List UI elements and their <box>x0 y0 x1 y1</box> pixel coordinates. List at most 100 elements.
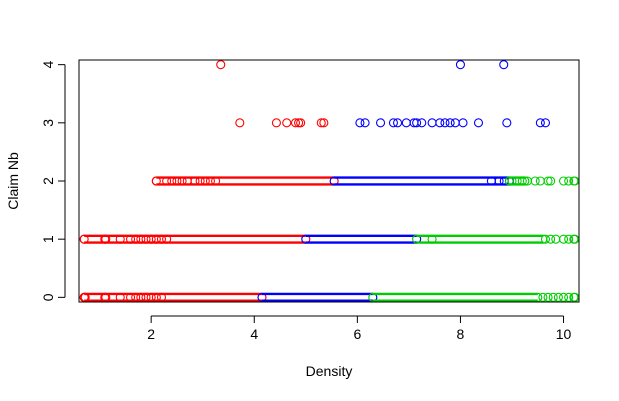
data-point <box>548 292 558 302</box>
data-point <box>131 292 141 302</box>
data-point <box>131 234 141 244</box>
data-point <box>146 234 156 244</box>
y-tick-label: 0 <box>40 293 56 301</box>
data-point <box>564 176 574 186</box>
data-point <box>141 234 151 244</box>
data-point <box>211 176 221 186</box>
data-point <box>101 292 111 302</box>
data-point <box>271 118 281 128</box>
data-point <box>564 292 574 302</box>
data-point <box>375 118 386 128</box>
data-point <box>282 118 292 128</box>
data-point <box>319 118 329 128</box>
data-point <box>156 292 167 302</box>
data-point <box>412 118 422 128</box>
x-tick-label: 4 <box>250 326 258 342</box>
data-point <box>151 234 161 244</box>
data-point <box>156 234 167 244</box>
data-point <box>427 234 437 244</box>
data-point <box>494 176 504 186</box>
data-point <box>473 118 484 128</box>
y-tick-label: 1 <box>40 235 56 243</box>
data-point <box>553 292 563 302</box>
data-point <box>540 234 551 244</box>
data-point <box>115 292 125 302</box>
data-point <box>502 118 512 128</box>
data-point <box>543 176 553 186</box>
x-tick-label: 2 <box>147 326 155 342</box>
data-point <box>136 234 146 244</box>
data-point <box>216 60 226 70</box>
y-tick-label: 3 <box>40 119 56 127</box>
data-point <box>558 234 569 244</box>
data-point <box>388 118 398 128</box>
data-point <box>141 292 151 302</box>
data-point <box>101 234 111 244</box>
data-point <box>235 118 245 128</box>
data-point <box>546 234 556 244</box>
data-point <box>499 60 509 70</box>
data-point <box>200 176 210 186</box>
x-axis: 2 4 6 8 10 <box>147 315 572 342</box>
data-point <box>79 234 89 244</box>
data-point <box>543 292 553 302</box>
data-point <box>151 292 161 302</box>
series-3 <box>368 176 580 302</box>
data-point <box>290 118 301 128</box>
data-point <box>167 176 177 186</box>
data-point <box>360 118 370 128</box>
data-point <box>538 292 548 302</box>
data-point <box>558 292 569 302</box>
x-tick-label: 6 <box>353 326 361 342</box>
data-point <box>136 292 146 302</box>
data-point <box>316 118 326 128</box>
data-point <box>125 292 136 302</box>
y-axis: 0 1 2 3 4 <box>40 61 66 301</box>
data-point <box>190 176 200 186</box>
point-band <box>301 234 422 244</box>
data-point <box>205 176 215 186</box>
y-tick-label: 4 <box>40 61 56 69</box>
data-point <box>195 176 205 186</box>
y-tick-label: 2 <box>40 177 56 185</box>
data-point <box>172 176 182 186</box>
data-point <box>564 234 574 244</box>
point-band <box>257 292 378 302</box>
x-tick-label: 10 <box>556 326 572 342</box>
data-point <box>440 118 450 128</box>
data-point <box>507 176 517 186</box>
x-axis-label: Density <box>306 363 353 379</box>
data-point <box>535 118 545 128</box>
data-point <box>455 60 465 70</box>
series-2 <box>257 60 551 302</box>
y-axis-label: Claim Nb <box>5 152 21 210</box>
point-band <box>368 292 543 302</box>
data-point <box>162 176 172 186</box>
data-point <box>435 118 445 128</box>
data-point <box>540 118 551 128</box>
data-point <box>115 234 125 244</box>
data-point <box>530 176 540 186</box>
data-point <box>458 118 468 128</box>
data-point <box>151 176 161 186</box>
data-point <box>558 176 569 186</box>
data-point <box>146 292 156 302</box>
data-point <box>445 118 455 128</box>
data-marks <box>79 60 580 302</box>
data-point <box>393 118 403 128</box>
data-point <box>162 234 172 244</box>
data-point <box>296 118 306 128</box>
series-1 <box>79 60 339 302</box>
x-tick-label: 8 <box>457 326 465 342</box>
data-point <box>80 292 90 302</box>
data-point <box>125 234 136 244</box>
data-point <box>177 176 187 186</box>
data-point <box>512 176 522 186</box>
data-point <box>417 118 427 128</box>
data-point <box>517 176 527 186</box>
data-point <box>355 118 365 128</box>
plot-frame <box>78 59 580 303</box>
data-point <box>546 176 556 186</box>
